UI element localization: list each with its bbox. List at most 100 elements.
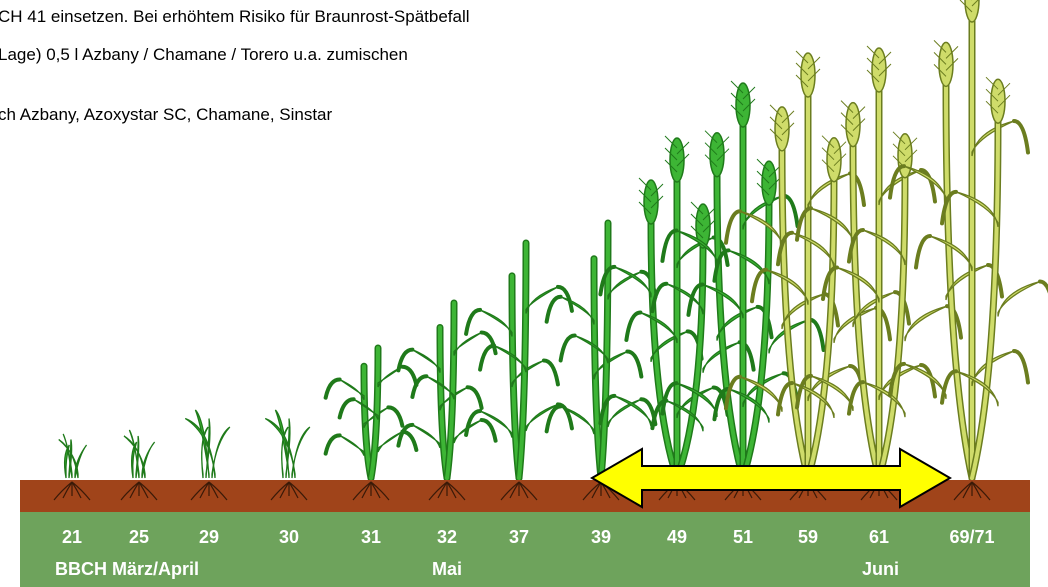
awn [690,201,704,215]
stage-number: 32 [437,527,457,547]
awn [730,104,744,118]
leaf-tip [624,310,643,342]
awn [807,56,821,70]
leaf-tip [888,164,906,200]
leaf [63,444,70,479]
root [518,481,538,501]
leaf [264,417,296,479]
leaf [281,426,289,479]
root [199,481,210,499]
root [437,481,448,499]
leaf-tip [686,282,705,317]
leaf-tip [625,349,644,379]
awn [933,40,947,53]
awn [704,130,718,144]
awn [650,183,664,197]
leaf [971,120,1015,157]
root [279,481,290,499]
stem-core [369,346,380,480]
root [120,481,140,501]
stage-number: 30 [279,527,299,547]
awn [878,51,892,65]
awn [904,137,918,151]
leaf-tip [776,380,794,417]
leaf-tip [555,284,574,313]
leaf-tip [598,393,617,426]
leaf-tip [650,281,669,314]
awn [945,46,959,59]
plant [544,219,658,482]
leaf-tip [323,377,342,400]
awn [852,118,866,131]
root [361,481,372,499]
awn [833,141,847,155]
stage-number: 37 [509,527,529,547]
leaf [291,426,311,479]
leaf-tip [724,209,742,245]
leaf-tip [914,234,932,270]
leaf [184,417,216,479]
leaf [339,434,365,456]
awn [833,153,847,167]
plant [464,239,574,482]
leaf [607,398,642,428]
root [190,481,210,501]
leaf [412,349,441,373]
leaf [807,172,851,209]
root [352,481,372,501]
awn [716,148,730,162]
leaf-tip [712,386,731,422]
awn [690,225,704,239]
leaf [62,433,73,479]
stage-number: 39 [591,527,611,547]
leaf-tip [1038,279,1048,294]
leaf [862,229,906,266]
leaf-tip [807,317,826,353]
leaf-tip [712,248,731,283]
awn [892,143,906,157]
leaf [955,191,999,227]
awn [878,63,892,77]
awn [985,88,999,102]
plant [123,429,156,479]
ear [964,0,980,23]
leaf [607,271,642,300]
leaf [997,280,1041,317]
leaf-tip [888,361,906,398]
awn [866,57,880,71]
awn [664,147,678,161]
leaf-tip [396,422,415,448]
awn [985,76,999,90]
awn [702,219,716,233]
stage-number: 59 [798,527,818,547]
stem-core [715,170,745,480]
stem-core [806,175,836,480]
leaf-tip [795,206,813,242]
leaf-tip [776,230,794,267]
root [370,481,390,501]
leaf [339,378,365,401]
awn [756,170,770,184]
awn [638,177,652,191]
month-label: BBCH März/April [55,559,199,579]
stage-number: 21 [62,527,82,547]
awn [904,149,918,163]
awn [664,159,678,173]
plants [58,0,1048,482]
roots [53,481,991,501]
plant [184,409,231,479]
leaf [130,441,138,479]
leaf [135,435,140,479]
stem-core [517,241,528,480]
leaf-tip [919,363,937,399]
root [971,481,991,501]
awn [821,147,835,161]
awn [704,142,718,156]
stem-core [970,117,1000,480]
leaf-tip [479,330,498,356]
leaf [201,426,209,479]
awn [690,213,704,227]
leaf [904,305,948,342]
awn [638,189,652,203]
